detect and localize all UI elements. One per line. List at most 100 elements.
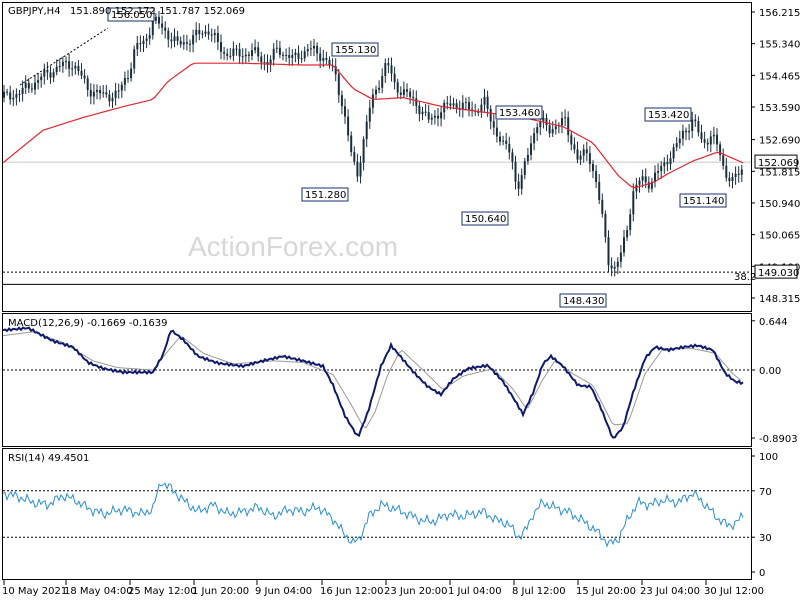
candle-body — [244, 54, 247, 57]
current-price-label: 152.069 — [758, 158, 799, 169]
time-tick-label: 16 Jun 12:00 — [320, 586, 384, 597]
callout-label: 151.140 — [683, 196, 724, 207]
candle-body — [303, 51, 306, 59]
moving-average-series — [2, 62, 744, 189]
callout-box — [461, 211, 509, 226]
candle-body — [325, 57, 328, 60]
candle-body — [220, 42, 222, 52]
candle-body — [561, 118, 563, 126]
candle-body — [579, 155, 582, 160]
time-tick-label: 25 May 12:00 — [128, 586, 197, 597]
candle-body — [120, 84, 123, 91]
candle-body — [644, 176, 647, 183]
price-tick-label: 151.815 — [759, 167, 800, 178]
candle-body — [111, 97, 114, 102]
candle-body — [30, 88, 33, 90]
candle-body — [430, 117, 433, 120]
candle-body — [402, 89, 405, 95]
candle-body — [489, 108, 492, 122]
candle-body — [678, 138, 681, 144]
candle-body — [201, 33, 204, 35]
candle-body — [139, 43, 142, 45]
candle-body — [340, 95, 343, 107]
candle-body — [306, 49, 309, 52]
candle-body — [27, 82, 30, 89]
candle-body — [294, 52, 297, 56]
candle-body — [641, 176, 644, 181]
candle-body — [712, 134, 715, 137]
candle-body — [185, 42, 188, 44]
candle-body — [554, 126, 557, 130]
price-tick-label: 155.340 — [759, 40, 800, 51]
candle-body — [282, 54, 284, 56]
candle-body — [551, 129, 554, 134]
callout-box — [331, 42, 379, 57]
candle-body — [536, 127, 539, 134]
candle-body — [526, 154, 529, 162]
candle-body — [461, 102, 464, 110]
candle-body — [105, 92, 108, 95]
candle-body — [688, 131, 691, 133]
candle-body — [595, 171, 598, 183]
rsi-tick-label: 0 — [759, 568, 765, 579]
candle-body — [89, 89, 92, 97]
candle-body — [452, 103, 455, 106]
macd-tick-label: 0.644 — [759, 317, 788, 328]
price-tick-label: 150.065 — [759, 231, 800, 242]
candle-body — [437, 115, 439, 119]
candle-body — [468, 102, 470, 110]
candle-body — [9, 92, 12, 100]
candle-body — [154, 17, 157, 21]
callout-box — [679, 193, 727, 208]
rsi-tick-label: 30 — [759, 533, 772, 544]
candle-body — [61, 61, 64, 67]
candle-body — [210, 34, 213, 36]
candle-body — [52, 72, 55, 78]
candle-body — [486, 96, 489, 109]
candle-body — [691, 119, 694, 132]
candle-body — [198, 30, 201, 35]
time-tick-label: 30 Jul 12:00 — [704, 586, 764, 597]
time-tick-label: 10 May 2021 — [2, 586, 67, 597]
price-tick-label: 152.690 — [759, 136, 800, 147]
candle-body — [263, 61, 266, 63]
callout-label: 148.430 — [563, 296, 604, 307]
candle-body — [40, 76, 43, 81]
candle-body — [728, 177, 731, 182]
candle-body — [176, 36, 179, 41]
candle-body — [108, 94, 111, 102]
candle-body — [173, 36, 176, 42]
candle-body — [582, 149, 585, 156]
rsi-axis: 100 70 30 0 — [751, 452, 778, 579]
candle-body — [291, 55, 294, 58]
candle-body — [86, 78, 89, 90]
callout-box — [107, 7, 155, 22]
candle-body — [381, 76, 384, 88]
rsi-tick-label: 70 — [759, 487, 772, 498]
candle-body — [260, 56, 263, 63]
callout-box — [559, 293, 607, 308]
candle-body — [619, 252, 622, 262]
candle-body — [127, 77, 129, 79]
candle-body — [663, 162, 666, 166]
candle-body — [334, 66, 337, 75]
price-tick-label: 148.315 — [759, 294, 800, 305]
candle-body — [297, 52, 300, 59]
candle-body — [238, 48, 241, 57]
candle-body — [344, 106, 346, 117]
candle-body — [247, 54, 250, 56]
rsi-tick-label: 100 — [759, 452, 778, 463]
candle-body — [34, 82, 36, 90]
candle-body — [514, 161, 517, 182]
candle-body — [495, 127, 498, 137]
candle-body — [362, 139, 365, 163]
candle-body — [77, 65, 80, 72]
candle-body — [601, 199, 604, 214]
candle-body — [74, 65, 77, 69]
callout-label: 156.050 — [111, 10, 152, 21]
time-tick-label: 23 Jun 20:00 — [384, 586, 448, 597]
candle-body — [229, 55, 232, 57]
price-tick-label: 153.590 — [759, 103, 800, 114]
candle-body — [542, 117, 545, 122]
